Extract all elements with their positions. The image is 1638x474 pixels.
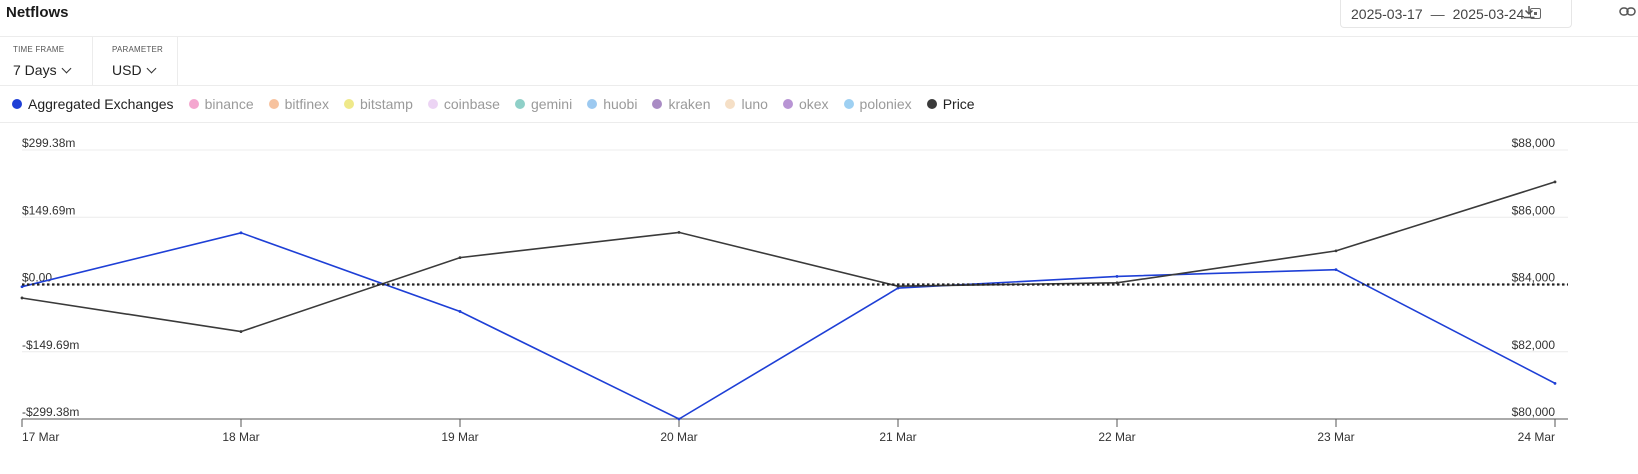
legend-item-coinbase[interactable]: coinbase — [427, 96, 500, 112]
legend-dot — [343, 99, 354, 109]
chevron-down-icon — [146, 63, 157, 73]
data-point-aggregated-exchanges — [1334, 268, 1338, 272]
legend-dot — [725, 99, 736, 109]
page-title: Netflows — [6, 4, 69, 21]
data-point-price — [458, 256, 462, 259]
data-point-aggregated-exchanges — [20, 285, 24, 289]
legend-item-bitstamp[interactable]: bitstamp — [343, 96, 413, 112]
legend-label: huobi — [603, 96, 638, 112]
legend-item-okex[interactable]: okex — [782, 96, 829, 112]
data-point-aggregated-exchanges — [239, 231, 243, 235]
parameter-control[interactable]: PARAMETER USD — [93, 37, 178, 85]
calendar-icon — [1530, 8, 1542, 19]
legend-dot — [926, 99, 937, 109]
link-icon[interactable] — [1618, 4, 1638, 24]
download-icon[interactable] — [1519, 4, 1539, 24]
data-point-price — [20, 296, 24, 300]
chart-header: Netflows 2025-03-17 — 2025-03-24 — [0, 0, 1638, 37]
y-right-tick-label: $82,000 — [1512, 338, 1556, 352]
legend-label: binance — [204, 96, 254, 112]
legend-item-poloniex[interactable]: poloniex — [843, 96, 912, 112]
timeframe-control[interactable]: TIME FRAME 7 Days — [0, 37, 93, 85]
data-point-aggregated-exchanges — [896, 286, 900, 290]
legend-label: kraken — [668, 96, 711, 112]
legend-label: coinbase — [443, 96, 500, 112]
legend-label: bitstamp — [359, 96, 413, 112]
timeframe-value: 7 Days — [13, 62, 57, 78]
data-point-aggregated-exchanges — [677, 417, 681, 421]
data-point-aggregated-exchanges — [1115, 275, 1119, 278]
legend-label: gemini — [530, 96, 573, 112]
legend-label: Price — [942, 96, 975, 112]
y-left-tick-label: $299.38m — [22, 136, 75, 150]
date-range-picker[interactable]: 2025-03-17 — 2025-03-24 — [1340, 0, 1572, 28]
chevron-down-icon — [61, 63, 72, 73]
legend-item-price[interactable]: Price — [926, 96, 975, 112]
legend-label: poloniex — [859, 96, 912, 112]
legend-item-gemini[interactable]: gemini — [514, 96, 573, 112]
data-point-aggregated-exchanges — [458, 310, 462, 313]
legend-dot — [268, 99, 279, 109]
legend-item-binance[interactable]: binance — [188, 96, 254, 112]
date-end: 2025-03-24 — [1452, 5, 1525, 22]
divider — [0, 122, 1638, 123]
legend-item-aggregated-exchanges[interactable]: Aggregated Exchanges — [12, 96, 174, 112]
x-tick-label: 19 Mar — [441, 430, 478, 444]
parameter-label: PARAMETER — [112, 45, 163, 54]
x-tick-label: 18 Mar — [222, 430, 259, 444]
legend-label: okex — [798, 96, 829, 112]
legend-dot — [427, 99, 438, 109]
legend-item-bitfinex[interactable]: bitfinex — [268, 96, 329, 112]
x-tick-label: 22 Mar — [1098, 430, 1135, 444]
legend-label: Aggregated Exchanges — [28, 96, 174, 112]
y-right-tick-label: $84,000 — [1512, 271, 1556, 285]
timeframe-select[interactable]: 7 Days — [13, 62, 72, 78]
x-tick-label: 20 Mar — [660, 430, 697, 444]
y-left-tick-label: $149.69m — [22, 203, 75, 217]
date-separator: — — [1430, 5, 1445, 22]
legend-item-kraken[interactable]: kraken — [652, 96, 710, 112]
netflow-line-chart: $299.38m$149.69m$0.00-$149.69m-$299.38m$… — [20, 136, 1568, 444]
data-point-price — [1334, 249, 1338, 253]
series-line-price — [21, 181, 1556, 333]
legend-dot — [843, 99, 854, 109]
legend-item-huobi[interactable]: huobi — [587, 96, 637, 112]
legend-dot — [782, 99, 793, 109]
legend-label: bitfinex — [284, 96, 329, 112]
y-right-tick-label: $80,000 — [1512, 405, 1556, 419]
data-point-price — [239, 330, 243, 333]
x-tick-label: 21 Mar — [879, 430, 916, 444]
timeframe-label: TIME FRAME — [13, 45, 65, 54]
data-point-price — [677, 230, 681, 234]
y-right-tick-label: $86,000 — [1512, 203, 1556, 217]
y-right-tick-label: $88,000 — [1512, 136, 1556, 150]
series-line-aggregated-exchanges — [21, 231, 1556, 420]
data-point-price — [1553, 180, 1557, 184]
x-tick-label: 23 Mar — [1317, 430, 1354, 444]
legend-item-luno[interactable]: luno — [725, 96, 768, 112]
y-left-tick-label: -$149.69m — [22, 338, 79, 352]
chart-legend: Aggregated Exchanges binance bitfinex bitst… — [12, 94, 990, 114]
parameter-select[interactable]: USD — [112, 62, 157, 78]
legend-dot — [514, 99, 525, 109]
legend-dot — [652, 99, 663, 109]
date-start: 2025-03-17 — [1351, 5, 1423, 22]
legend-dot — [12, 99, 22, 109]
legend-dot — [587, 99, 598, 109]
legend-label: luno — [741, 96, 768, 112]
x-tick-label: 17 Mar — [22, 430, 59, 444]
x-tick-label: 24 Mar — [1518, 430, 1555, 444]
legend-dot — [188, 99, 199, 109]
data-point-aggregated-exchanges — [1553, 381, 1557, 385]
chart-controls: TIME FRAME 7 Days PARAMETER USD — [0, 37, 1638, 86]
parameter-value: USD — [112, 62, 142, 78]
y-left-tick-label: -$299.38m — [22, 405, 79, 419]
